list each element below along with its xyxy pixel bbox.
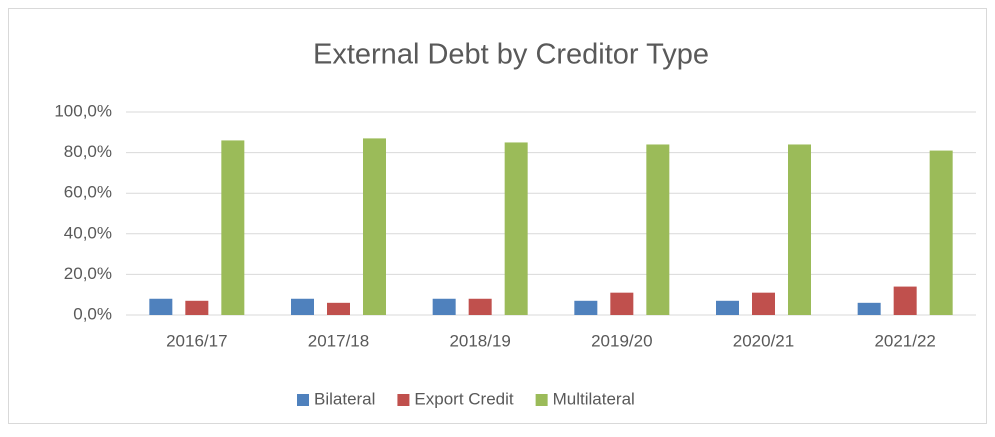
chart-border xyxy=(8,8,987,424)
x-tick-label: 2021/22 xyxy=(874,331,935,350)
bar xyxy=(468,298,492,315)
bar xyxy=(327,302,350,315)
y-tick-label: 60,0% xyxy=(64,183,112,202)
bar xyxy=(788,144,811,315)
x-tick-label: 2017/18 xyxy=(308,331,369,350)
legend-label: Export Credit xyxy=(414,389,513,408)
bar xyxy=(893,286,917,315)
legend-swatch xyxy=(397,394,410,406)
bar xyxy=(646,144,670,315)
bar xyxy=(504,142,528,315)
bar xyxy=(291,298,314,315)
y-tick-label: 40,0% xyxy=(64,223,112,242)
bar xyxy=(610,292,634,315)
y-tick-label: 0,0% xyxy=(73,304,112,323)
bar xyxy=(929,150,953,315)
bar xyxy=(752,292,775,315)
y-tick-label: 80,0% xyxy=(64,142,112,161)
y-tick-label: 20,0% xyxy=(64,264,112,283)
bar xyxy=(221,140,245,315)
chart-title: External Debt by Creditor Type xyxy=(313,39,709,71)
x-tick-label: 2018/19 xyxy=(449,331,510,350)
bar xyxy=(574,300,598,315)
bar xyxy=(149,298,173,315)
bar xyxy=(857,302,881,315)
legend-label: Multilateral xyxy=(553,389,635,408)
legend-swatch xyxy=(297,394,309,406)
legend-swatch xyxy=(535,394,548,406)
x-tick-label: 2019/20 xyxy=(591,331,652,350)
x-tick-label: 2020/21 xyxy=(733,331,794,350)
bar xyxy=(185,300,209,315)
bar xyxy=(363,138,386,315)
x-tick-label: 2016/17 xyxy=(166,331,227,350)
bar xyxy=(716,300,739,315)
legend-label: Bilateral xyxy=(314,389,375,408)
y-tick-label: 100,0% xyxy=(54,101,112,120)
bar xyxy=(432,298,456,315)
